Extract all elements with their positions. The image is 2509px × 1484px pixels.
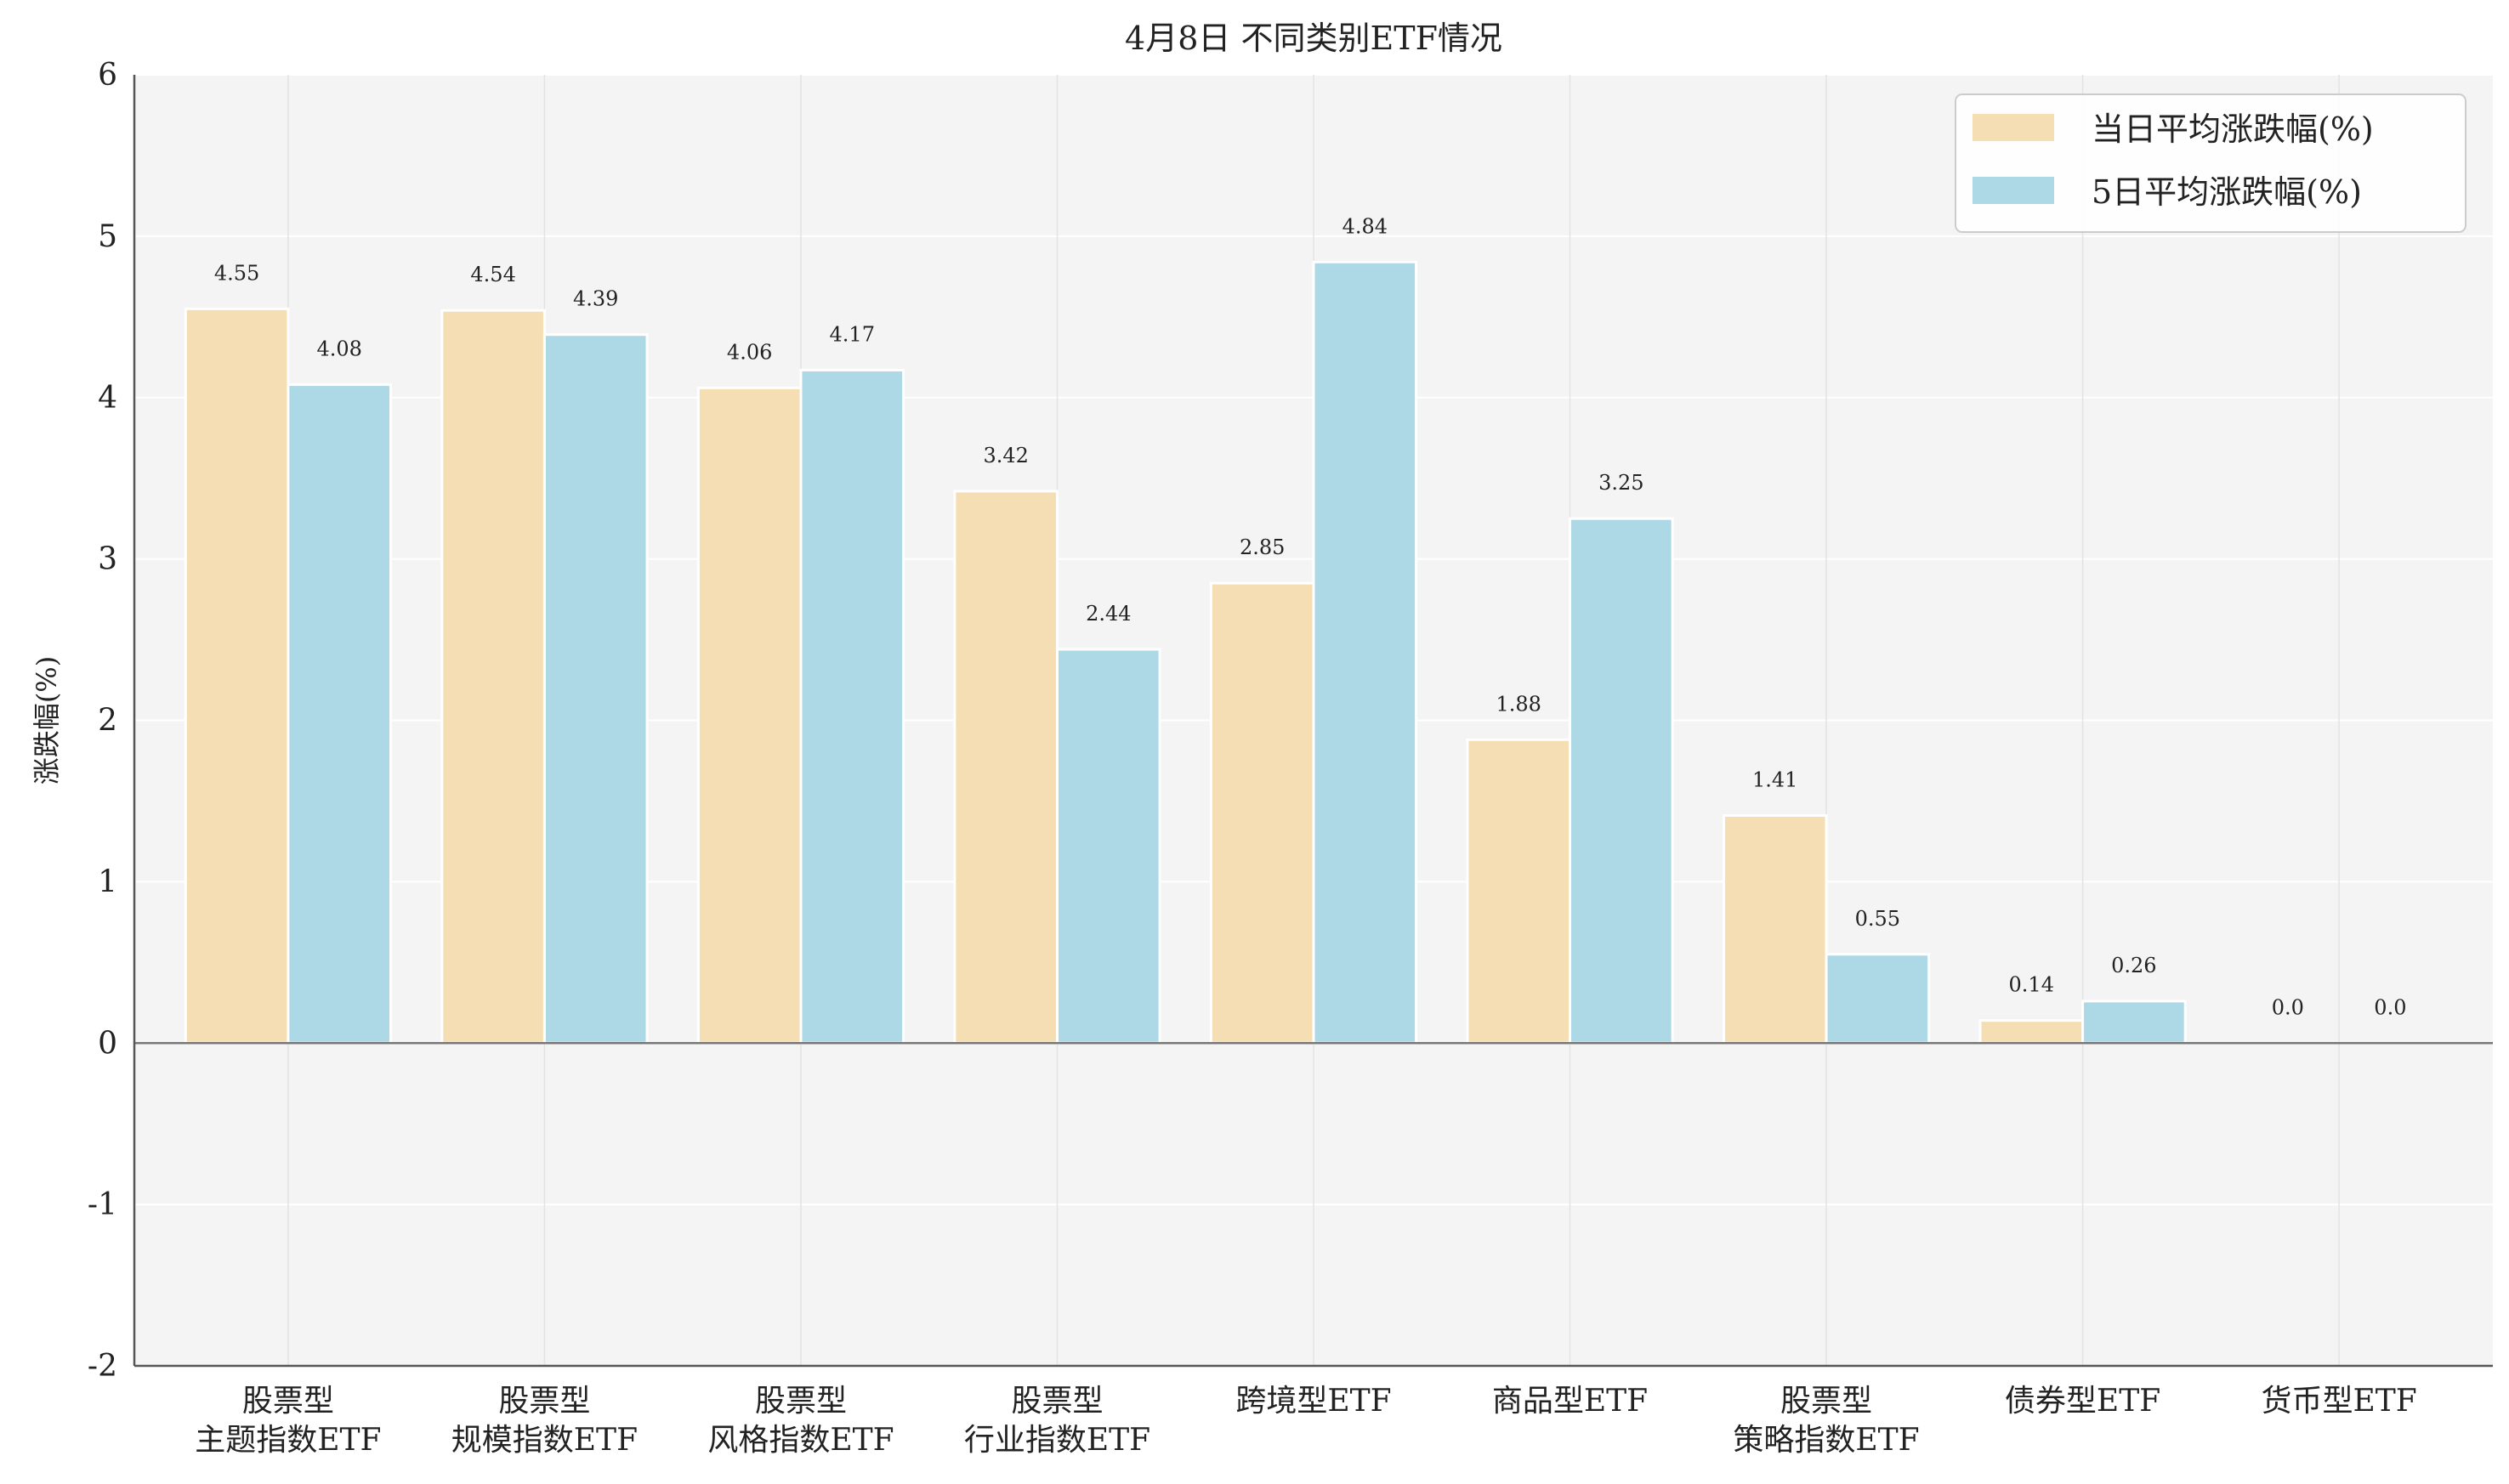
data-label-series1-2: 4.17	[830, 322, 875, 346]
data-labels-layer: 4.55 4.54 4.06 3.42 2.85 1.88 1.41 0.14 0.0 4.08 4…	[214, 214, 2407, 1019]
bars-layer	[184, 260, 2187, 1045]
data-label-series1-3: 2.44	[1086, 602, 1131, 626]
y-tick-label: 6	[98, 58, 117, 93]
data-label-series0-6: 1.41	[1752, 768, 1797, 792]
bar-series0-7	[1978, 1019, 2085, 1045]
x-tick-label: 货币型ETF	[2261, 1384, 2416, 1419]
data-label-series1-5: 3.25	[1598, 471, 1643, 495]
data-label-series0-8: 0.0	[2272, 995, 2304, 1019]
axes-layer	[133, 75, 2493, 1368]
legend: 当日平均涨跌幅(%) 5日平均涨跌幅(%)	[1955, 93, 2466, 233]
x-tick-label: 债券型ETF	[2005, 1384, 2160, 1419]
legend-box	[1955, 93, 2466, 233]
data-label-series1-4: 4.84	[1342, 214, 1388, 238]
data-label-series1-0: 4.08	[316, 337, 361, 361]
data-label-series1-8: 0.0	[2374, 995, 2406, 1019]
data-label-series0-1: 4.54	[470, 263, 515, 286]
x-tick-label: 主题指数ETF	[195, 1423, 381, 1458]
y-tick-label: 4	[98, 381, 117, 416]
y-tick-label: 3	[98, 542, 117, 577]
x-tick-label: 策略指数ETF	[1733, 1423, 1919, 1458]
y-tick-label: 0	[98, 1026, 117, 1061]
legend-swatch-5day	[1973, 177, 2054, 204]
bar-series1-5	[1569, 517, 1674, 1045]
x-tick-label: 股票型	[1011, 1384, 1103, 1419]
x-tick-label: 股票型	[1780, 1384, 1872, 1419]
bar-series0-0	[184, 307, 290, 1045]
data-label-series1-7: 0.26	[2111, 954, 2156, 977]
y-axis-label: 涨跌幅(%)	[31, 656, 63, 784]
bar-series0-4	[1209, 581, 1315, 1045]
bar-series1-4	[1312, 260, 1418, 1045]
data-label-series0-4: 2.85	[1240, 535, 1285, 559]
bar-series1-3	[1055, 648, 1161, 1045]
x-tick-label: 行业指数ETF	[964, 1423, 1150, 1458]
data-label-series0-0: 4.55	[214, 261, 259, 285]
data-label-series0-5: 1.88	[1496, 692, 1541, 716]
data-label-series1-1: 4.39	[573, 287, 618, 311]
bar-series0-2	[696, 386, 803, 1045]
bar-series1-7	[2081, 1000, 2187, 1045]
x-tick-label: 商品型ETF	[1492, 1384, 1648, 1419]
x-tick-label: 股票型	[755, 1384, 847, 1419]
bar-series0-6	[1722, 814, 1828, 1045]
legend-swatch-today	[1973, 114, 2054, 141]
data-label-series1-6: 0.55	[1855, 907, 1900, 931]
legend-label-today: 当日平均涨跌幅(%)	[2092, 110, 2374, 148]
x-tick-label: 风格指数ETF	[707, 1423, 894, 1458]
x-tick-label: 跨境型ETF	[1235, 1384, 1391, 1419]
x-tick-label: 规模指数ETF	[451, 1423, 638, 1458]
bar-series0-1	[440, 309, 546, 1045]
x-tick-label: 股票型	[242, 1384, 334, 1419]
y-tick-label: 1	[98, 864, 117, 899]
bar-series0-3	[953, 490, 1059, 1045]
bar-series0-5	[1466, 738, 1572, 1045]
y-tick-label: -2	[88, 1349, 117, 1384]
data-label-series0-7: 0.14	[2009, 973, 2054, 997]
bar-series1-6	[1825, 953, 1931, 1045]
bar-series1-2	[799, 368, 905, 1045]
x-tick-label: 股票型	[498, 1384, 590, 1419]
data-label-series0-3: 3.42	[983, 444, 1028, 467]
bar-series1-0	[287, 383, 393, 1045]
chart-title: 4月8日 不同类别ETF情况	[1125, 20, 1502, 57]
y-tick-label: 5	[98, 219, 117, 254]
y-tick-labels: -2 -1 0 1 2 3 4 5 6	[88, 58, 117, 1384]
bar-series1-1	[542, 333, 649, 1045]
data-label-series0-2: 4.06	[727, 340, 772, 364]
y-tick-label: 2	[98, 704, 117, 739]
legend-label-5day: 5日平均涨跌幅(%)	[2092, 173, 2362, 211]
y-tick-label: -1	[88, 1187, 117, 1222]
